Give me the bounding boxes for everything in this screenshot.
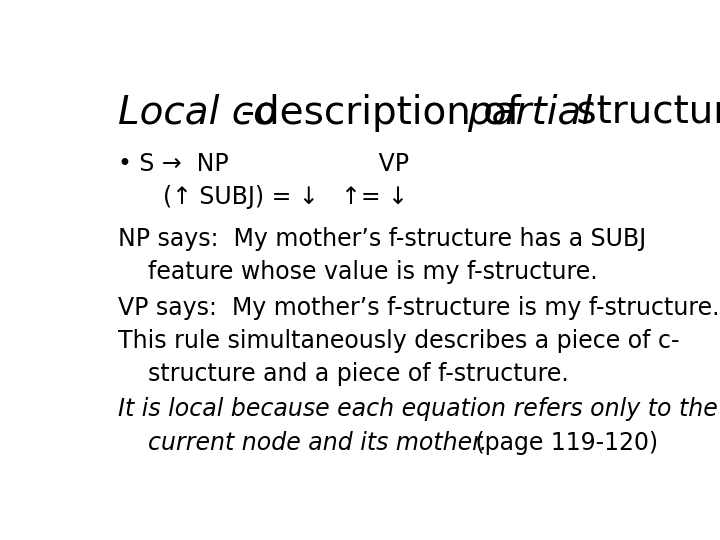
- Text: • S →  NP                    VP: • S → NP VP: [118, 152, 409, 176]
- Text: It is local because each equation refers only to the: It is local because each equation refers…: [118, 397, 718, 421]
- Text: structures: structures: [564, 94, 720, 132]
- Text: (page 119-120): (page 119-120): [467, 431, 657, 455]
- Text: feature whose value is my f-structure.: feature whose value is my f-structure.: [118, 260, 598, 284]
- Text: VP says:  My mother’s f-structure is my f-structure.: VP says: My mother’s f-structure is my f…: [118, 295, 719, 320]
- Text: (↑ SUBJ) = ↓   ↑= ↓: (↑ SUBJ) = ↓ ↑= ↓: [118, 185, 408, 210]
- Text: This rule simultaneously describes a piece of c-: This rule simultaneously describes a pie…: [118, 329, 680, 353]
- Text: Local co: Local co: [118, 94, 276, 132]
- Text: partial: partial: [467, 94, 593, 132]
- Text: -description of: -description of: [241, 94, 533, 132]
- Text: NP says:  My mother’s f-structure has a SUBJ: NP says: My mother’s f-structure has a S…: [118, 227, 646, 251]
- Text: current node and its mother.: current node and its mother.: [118, 431, 487, 455]
- Text: structure and a piece of f-structure.: structure and a piece of f-structure.: [118, 362, 569, 386]
